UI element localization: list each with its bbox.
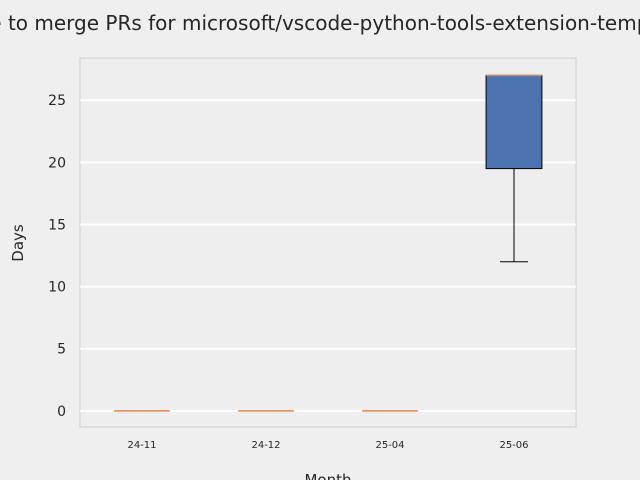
chart-title: Time to merge PRs for microsoft/vscode-p… — [0, 11, 640, 35]
box-body — [485, 74, 543, 170]
y-tick-label: 25 — [48, 93, 66, 109]
x-tick-label: 25-06 — [499, 440, 528, 451]
x-tick-label: 24-12 — [251, 440, 280, 451]
y-axis-ticks: 0 5 10 15 20 25 — [48, 93, 66, 420]
x-tick-label: 24-11 — [127, 440, 156, 451]
y-tick-label: 15 — [48, 217, 66, 233]
boxes — [114, 74, 543, 412]
y-tick-label: 20 — [48, 155, 66, 171]
x-tick-label: 25-04 — [375, 440, 404, 451]
y-tick-label: 0 — [57, 404, 66, 420]
y-tick-label: 5 — [57, 342, 66, 358]
x-axis-label: Month — [304, 471, 351, 480]
y-axis-label: Days — [9, 224, 27, 262]
y-tick-label: 10 — [48, 280, 66, 296]
box-25-06 — [485, 74, 543, 263]
x-axis-ticks: 24-11 24-12 25-04 25-06 — [127, 440, 528, 451]
